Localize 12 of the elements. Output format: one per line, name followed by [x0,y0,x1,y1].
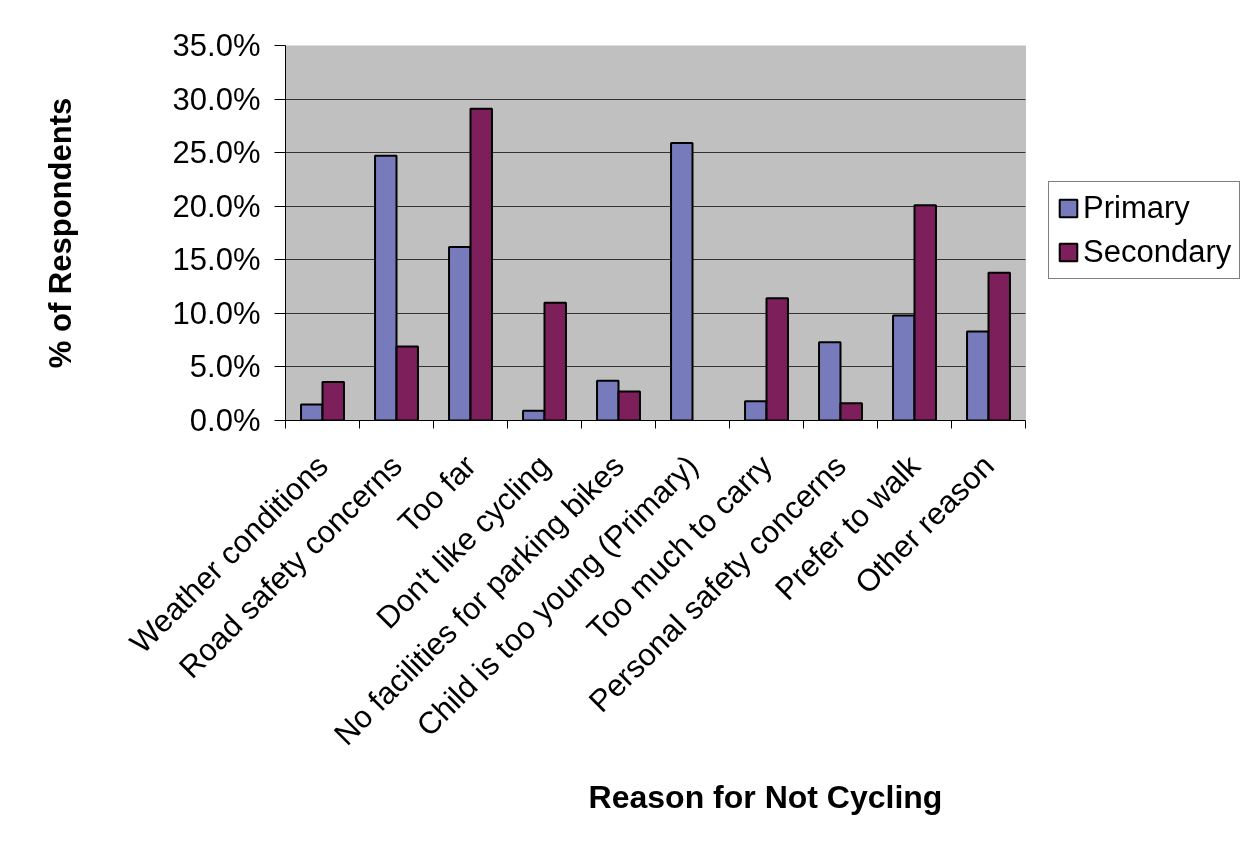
y-tick-label: 30.0% [172,81,261,117]
y-tick-label: 35.0% [172,28,261,63]
y-tick-label: 5.0% [189,349,261,385]
y-tick-label: 15.0% [172,242,261,278]
legend-label: Primary [1083,189,1190,226]
y-tick-label: 10.0% [172,295,261,331]
y-tick-label: 0.0% [189,403,261,438]
y-tick-label: 25.0% [172,135,261,171]
x-axis-title: Reason for Not Cycling [588,779,943,816]
legend-label: Secondary [1083,233,1232,270]
y-axis-title: % of Respondents [42,97,78,369]
y-tick-label: 20.0% [172,188,261,224]
